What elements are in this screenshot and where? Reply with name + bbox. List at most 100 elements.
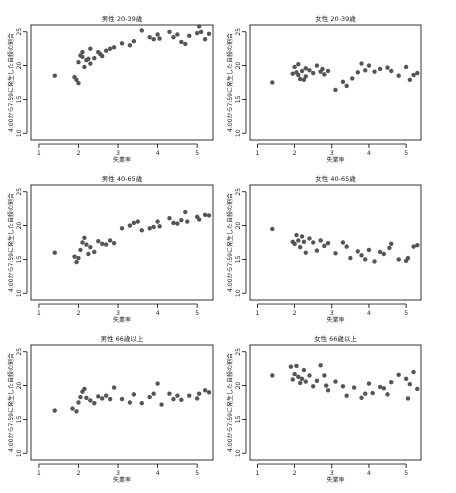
data-point <box>72 254 77 259</box>
data-point <box>396 73 401 78</box>
y-tick-label: 25 <box>235 188 242 196</box>
data-point <box>411 369 416 375</box>
data-point <box>155 381 160 386</box>
panel-title: 女性 40-65歳 <box>315 174 356 183</box>
data-point <box>389 241 394 247</box>
x-axis-label: 失業率 <box>113 476 131 484</box>
data-point <box>292 241 297 247</box>
y-tick-label: 25 <box>16 28 23 36</box>
data-point <box>80 240 85 245</box>
data-point <box>322 243 327 249</box>
data-point <box>297 380 303 386</box>
data-point <box>96 394 101 399</box>
data-point <box>139 400 144 406</box>
data-point <box>100 396 105 401</box>
y-tick-label: 15 <box>235 95 242 103</box>
x-tick-label: 1 <box>37 310 41 317</box>
x-tick-label: 2 <box>77 150 81 157</box>
data-point <box>381 251 387 257</box>
plot-frame <box>30 184 214 301</box>
data-point <box>206 390 212 395</box>
panel-title: 男性 20-39歳 <box>102 14 143 23</box>
y-tick-label: 10 <box>16 129 23 137</box>
data-point <box>194 30 200 36</box>
y-tick-label: 20 <box>16 222 23 230</box>
x-tick-label: 3 <box>330 470 334 477</box>
data-point <box>131 392 137 397</box>
data-point <box>175 32 180 37</box>
data-point <box>52 250 57 255</box>
data-point <box>301 239 307 245</box>
data-point <box>333 87 338 93</box>
data-point <box>411 72 416 78</box>
data-point <box>396 257 401 262</box>
data-point <box>175 221 180 226</box>
data-point <box>183 41 188 47</box>
data-point <box>333 379 338 384</box>
data-point <box>290 377 295 382</box>
data-point <box>92 400 97 406</box>
data-point <box>296 238 301 243</box>
data-point <box>119 41 125 46</box>
data-point <box>151 37 156 42</box>
data-point <box>372 69 377 74</box>
data-point <box>198 29 204 34</box>
x-axis-label: 失業率 <box>113 316 131 324</box>
data-point <box>387 245 392 251</box>
data-point <box>363 391 368 396</box>
data-point <box>296 374 301 379</box>
data-point <box>111 385 117 390</box>
data-point <box>111 45 117 50</box>
data-point <box>415 243 420 248</box>
data-point <box>202 37 208 42</box>
y-axis-label: 4:00から7:59に発生した自殺の割合 <box>226 33 234 132</box>
x-tick-label: 2 <box>293 470 297 477</box>
data-point <box>107 396 113 402</box>
data-point <box>322 373 327 378</box>
data-point <box>103 48 109 53</box>
y-tick-label: 25 <box>16 188 23 196</box>
data-point <box>385 65 390 70</box>
y-axis-label: 4:00から7:59に発生した自殺の割合 <box>226 353 234 452</box>
y-tick-label: 20 <box>16 62 23 70</box>
data-point <box>175 393 180 398</box>
data-point <box>167 29 172 34</box>
y-tick-label: 20 <box>16 382 23 390</box>
y-tick-label: 10 <box>235 289 242 297</box>
data-point <box>299 68 305 74</box>
data-point <box>377 66 383 72</box>
data-point <box>52 73 57 78</box>
y-tick-label: 25 <box>235 28 242 36</box>
x-tick-label: 2 <box>77 470 81 477</box>
data-point <box>171 396 176 402</box>
data-point <box>119 226 125 231</box>
data-point <box>127 400 133 405</box>
data-point <box>359 395 364 400</box>
data-point <box>196 217 202 222</box>
data-point <box>202 212 208 217</box>
data-point <box>318 363 323 368</box>
x-tick-label: 2 <box>293 150 297 157</box>
panel-title: 女性 66歳以上 <box>314 334 357 343</box>
x-tick-label: 3 <box>330 310 334 317</box>
data-point <box>82 386 87 392</box>
data-point <box>107 238 113 243</box>
x-axis-label: 失業率 <box>326 476 344 484</box>
x-tick-label: 5 <box>404 310 408 317</box>
data-point <box>366 247 372 253</box>
data-point <box>372 259 377 264</box>
x-tick-label: 5 <box>195 310 199 317</box>
data-point <box>290 71 295 76</box>
data-point <box>407 382 413 387</box>
data-point <box>187 393 192 398</box>
data-point <box>139 228 144 233</box>
x-tick-label: 4 <box>367 470 371 477</box>
y-tick-label: 10 <box>235 129 242 137</box>
data-point <box>411 244 416 249</box>
y-tick-label: 15 <box>235 415 242 423</box>
data-point <box>389 380 394 385</box>
data-point <box>206 213 212 218</box>
panel-title: 男性 66歳以上 <box>101 334 144 343</box>
data-point <box>70 406 75 411</box>
data-point <box>415 386 420 392</box>
